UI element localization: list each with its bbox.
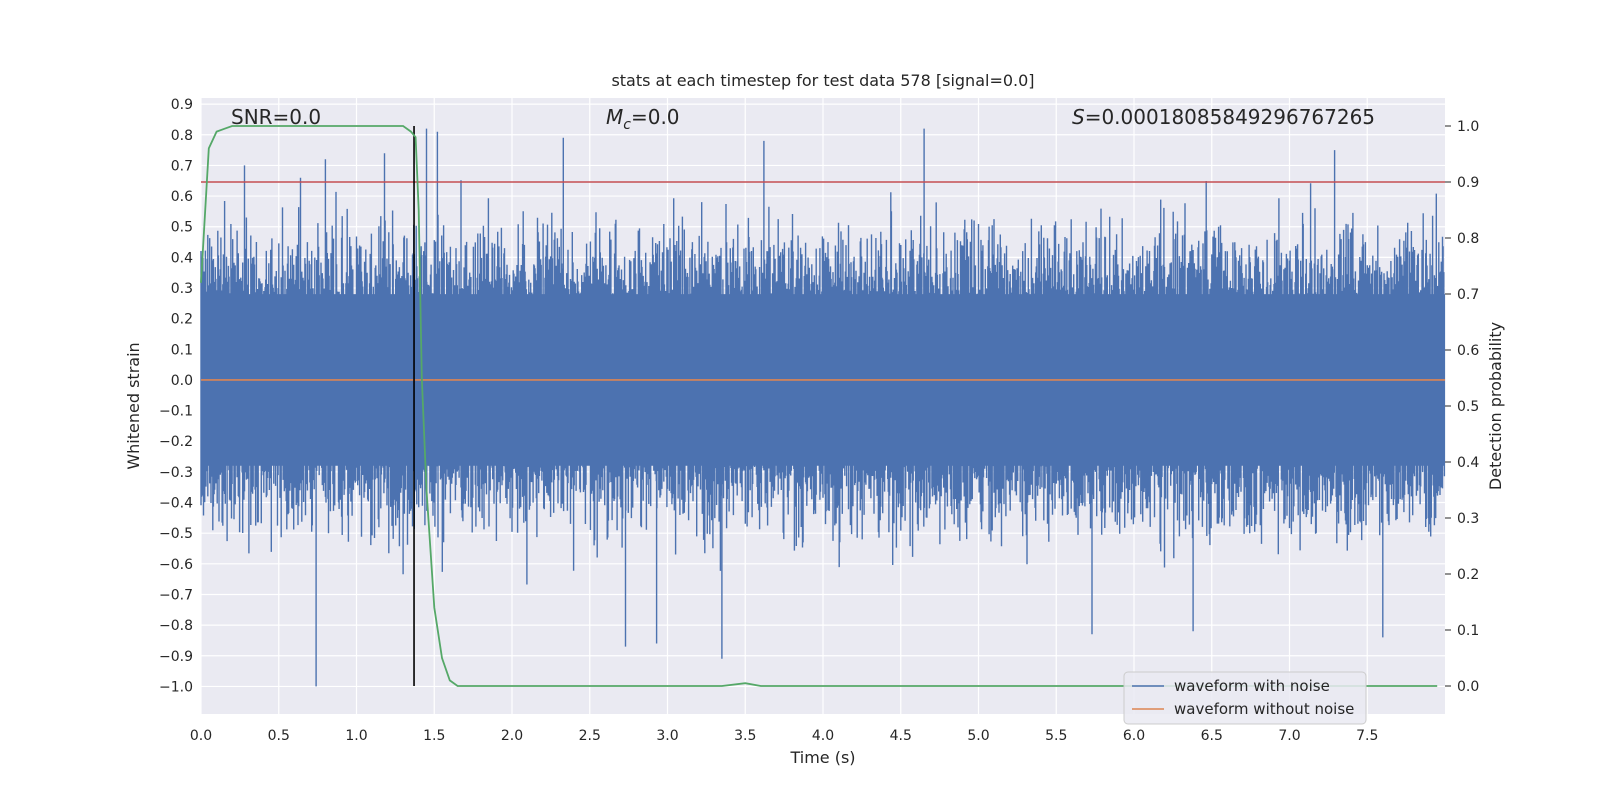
legend-entry-without-noise: waveform without noise bbox=[1174, 700, 1354, 718]
y-right-tick-label: 0.5 bbox=[1457, 399, 1479, 415]
x-tick-label: 1.0 bbox=[345, 728, 367, 744]
x-tick-label: 5.5 bbox=[1045, 728, 1067, 744]
x-tick-label: 3.5 bbox=[734, 728, 756, 744]
y-tick-label: −0.3 bbox=[159, 465, 193, 481]
s-value: =0.00018085849296767265 bbox=[1085, 105, 1375, 129]
y-right-tick-label: 0.0 bbox=[1457, 679, 1479, 695]
x-tick-label: 0.5 bbox=[268, 728, 290, 744]
x-axis-ticks: 0.0 0.5 1.0 1.5 2.0 2.5 3.0 3.5 4.0 4.5 5.0 5.5 6.0 6… bbox=[190, 728, 1379, 744]
y-tick-label: −0.2 bbox=[159, 434, 193, 450]
y-tick-label: 0.5 bbox=[171, 220, 193, 236]
snr-annotation: SNR=0.0 bbox=[231, 105, 321, 129]
chirp-mass-subscript: c bbox=[623, 117, 631, 133]
y-tick-label: 0.1 bbox=[171, 342, 193, 358]
y-tick-label: −0.4 bbox=[159, 496, 193, 512]
y-axis-ticks: 0.9 0.8 0.7 0.6 0.5 0.4 0.3 0.2 0.1 0.0 −0.1 −0.2 −0… bbox=[159, 97, 193, 695]
chirp-mass-symbol: M bbox=[606, 105, 623, 129]
legend-box bbox=[1123, 671, 1367, 725]
y-right-tick-label: 0.8 bbox=[1457, 231, 1479, 247]
y-tick-label: 0.6 bbox=[171, 189, 193, 205]
x-tick-label: 5.0 bbox=[967, 728, 989, 744]
detection-probability-line bbox=[200, 125, 1438, 687]
legend: waveform with noise waveform without noi… bbox=[1123, 671, 1367, 725]
chart-title: stats at each timestep for test data 578… bbox=[611, 71, 1034, 90]
y-tick-label: 0.2 bbox=[171, 312, 193, 328]
x-tick-label: 4.5 bbox=[890, 728, 912, 744]
y-right-tick-label: 0.1 bbox=[1457, 623, 1479, 639]
s-annotation: S=0.00018085849296767265 bbox=[1072, 105, 1375, 129]
y-tick-label: 0.3 bbox=[171, 281, 193, 297]
x-tick-label: 1.5 bbox=[423, 728, 445, 744]
y-right-tick-label: 0.4 bbox=[1457, 455, 1479, 471]
y-tick-label: −0.5 bbox=[159, 526, 193, 542]
x-tick-label: 0.0 bbox=[190, 728, 212, 744]
y-tick-label: −0.6 bbox=[159, 557, 193, 573]
chirp-mass-annotation: Mc=0.0 bbox=[606, 105, 680, 133]
y-tick-label: −1.0 bbox=[159, 679, 193, 695]
y-right-tick-label: 0.7 bbox=[1457, 287, 1479, 303]
y-tick-label: −0.7 bbox=[159, 587, 193, 603]
y-tick-label: −0.8 bbox=[159, 618, 193, 634]
legend-entry-with-noise: waveform with noise bbox=[1174, 677, 1330, 695]
y-right-tick-label: 0.3 bbox=[1457, 511, 1479, 527]
x-tick-label: 6.0 bbox=[1123, 728, 1145, 744]
y-tick-label: 0.4 bbox=[171, 250, 193, 266]
y-right-axis-ticks: 1.0 0.9 0.8 0.7 0.6 0.5 0.4 0.3 0.2 0.1 0.0 bbox=[1445, 119, 1479, 695]
y-right-tick-label: 0.2 bbox=[1457, 567, 1479, 583]
y-right-axis-label: Detection probability bbox=[1486, 322, 1505, 490]
y-tick-label: −0.1 bbox=[159, 404, 193, 420]
y-axis-label: Whitened strain bbox=[124, 342, 143, 469]
y-right-tick-label: 0.9 bbox=[1457, 175, 1479, 191]
x-tick-label: 2.5 bbox=[579, 728, 601, 744]
x-tick-label: 3.0 bbox=[656, 728, 678, 744]
y-tick-label: 0.8 bbox=[171, 128, 193, 144]
y-tick-label: 0.0 bbox=[171, 373, 193, 389]
x-tick-label: 2.0 bbox=[501, 728, 523, 744]
x-tick-label: 6.5 bbox=[1201, 728, 1223, 744]
s-symbol: S bbox=[1072, 105, 1085, 129]
y-tick-label: −0.9 bbox=[159, 649, 193, 665]
series-lines bbox=[200, 125, 1445, 687]
x-tick-label: 7.0 bbox=[1278, 728, 1300, 744]
y-right-tick-label: 0.6 bbox=[1457, 343, 1479, 359]
x-tick-label: 7.5 bbox=[1356, 728, 1378, 744]
x-axis-label: Time (s) bbox=[789, 748, 855, 767]
y-right-tick-label: 1.0 bbox=[1457, 119, 1479, 135]
y-tick-label: 0.9 bbox=[171, 97, 193, 113]
y-tick-label: 0.7 bbox=[171, 158, 193, 174]
x-tick-label: 4.0 bbox=[812, 728, 834, 744]
chirp-mass-value: =0.0 bbox=[631, 105, 680, 129]
